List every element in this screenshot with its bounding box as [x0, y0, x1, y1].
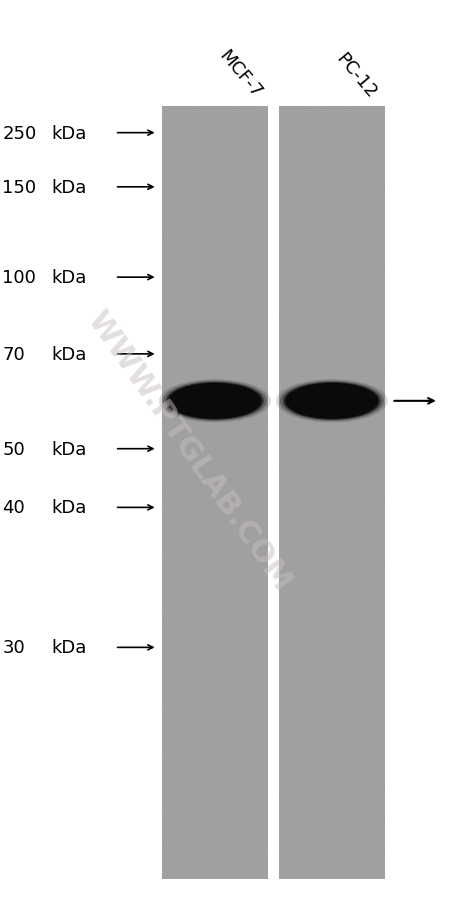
Ellipse shape	[168, 383, 261, 419]
Text: 100: 100	[2, 269, 36, 287]
Text: WWW.PTGLAB.COM: WWW.PTGLAB.COM	[81, 306, 297, 596]
Ellipse shape	[276, 380, 388, 423]
Ellipse shape	[285, 383, 378, 419]
Text: kDa: kDa	[52, 124, 87, 143]
Bar	[162, 106, 268, 879]
Text: kDa: kDa	[52, 499, 87, 517]
Ellipse shape	[166, 382, 264, 420]
Bar	[279, 106, 385, 879]
Text: kDa: kDa	[52, 345, 87, 364]
Ellipse shape	[283, 382, 381, 420]
Text: 250: 250	[2, 124, 36, 143]
Text: kDa: kDa	[52, 639, 87, 657]
Text: 50: 50	[2, 440, 25, 458]
Text: 30: 30	[2, 639, 25, 657]
Text: MCF-7: MCF-7	[215, 47, 265, 102]
Text: kDa: kDa	[52, 179, 87, 197]
Text: kDa: kDa	[52, 269, 87, 287]
Text: 70: 70	[2, 345, 25, 364]
Text: PC-12: PC-12	[332, 50, 379, 102]
Ellipse shape	[163, 382, 267, 421]
Text: 40: 40	[2, 499, 25, 517]
Text: 150: 150	[2, 179, 36, 197]
Ellipse shape	[280, 382, 384, 421]
Text: kDa: kDa	[52, 440, 87, 458]
Ellipse shape	[159, 380, 271, 423]
